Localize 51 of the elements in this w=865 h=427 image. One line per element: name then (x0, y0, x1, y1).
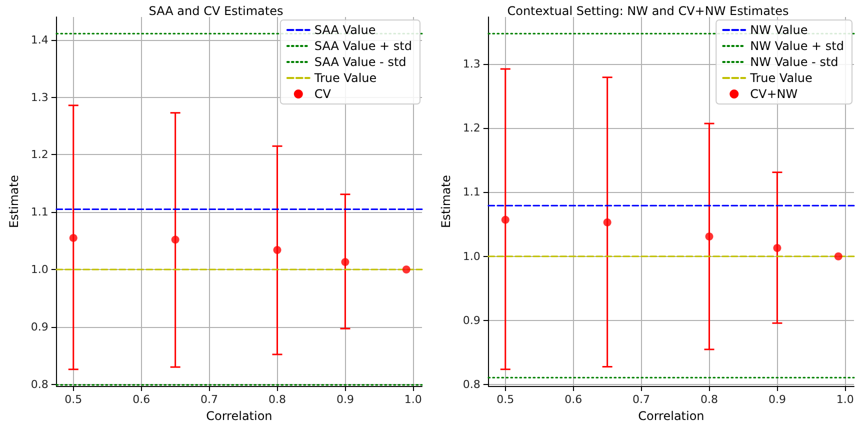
x-tick-label: 0.7 (200, 393, 218, 406)
x-tick-label: 0.6 (564, 393, 582, 406)
y-tick-label: 1.0 (30, 263, 48, 276)
y-tick-label: 1.2 (462, 122, 480, 135)
legend-label: SAA Value + std (314, 39, 412, 53)
x-tick-label: 0.9 (336, 393, 354, 406)
x-tick-label: 0.5 (496, 393, 514, 406)
point (501, 216, 510, 224)
x-tick-label: 1.0 (404, 393, 422, 406)
legend-label: NW Value - std (750, 55, 838, 69)
y-tick-label: 1.1 (462, 186, 480, 199)
chart-title: SAA and CV Estimates (148, 4, 284, 18)
point (603, 218, 612, 226)
x-tick-label: 0.9 (768, 393, 786, 406)
x-tick-label: 1.0 (836, 393, 854, 406)
y-tick-label: 0.9 (462, 314, 480, 328)
legend-label: SAA Value - std (314, 55, 406, 69)
x-tick-label: 0.8 (700, 393, 718, 406)
y-tick-label: 1.2 (30, 148, 48, 162)
y-tick-label: 0.8 (462, 378, 480, 392)
x-tick-label: 0.8 (268, 393, 286, 406)
x-tick-label: 0.6 (132, 393, 150, 406)
point (402, 266, 410, 274)
y-axis-title: Estimate (7, 174, 21, 228)
point (834, 252, 842, 260)
y-tick-label: 1.3 (462, 57, 480, 70)
y-tick-label: 0.9 (30, 320, 48, 334)
y-tick-label: 0.8 (30, 378, 48, 391)
chart-title: Contextual Setting: NW and CV+NW Estimates (507, 4, 789, 18)
point (341, 258, 350, 266)
x-tick-label: 0.7 (632, 393, 650, 406)
y-tick-label: 1.4 (30, 33, 48, 46)
point (171, 236, 180, 244)
point (69, 234, 78, 242)
x-tick-label: 0.5 (64, 393, 82, 406)
point (705, 232, 714, 240)
legend-label: NW Value (750, 23, 808, 37)
x-axis-title: Correlation (638, 409, 704, 423)
legend-label: True Value (313, 71, 377, 85)
legend-label: CV+NW (750, 87, 798, 101)
y-tick-label: 1.0 (462, 250, 480, 263)
y-tick-label: 1.1 (30, 206, 48, 219)
x-axis-title: Correlation (206, 409, 272, 423)
legend-label: NW Value + std (750, 39, 844, 53)
legend-label: CV (314, 87, 332, 101)
legend-label: True Value (749, 71, 812, 85)
point (773, 244, 782, 252)
y-axis-title: Estimate (439, 174, 453, 228)
y-tick-label: 1.3 (30, 90, 48, 104)
legend-label: SAA Value (314, 23, 376, 37)
point (273, 246, 282, 254)
